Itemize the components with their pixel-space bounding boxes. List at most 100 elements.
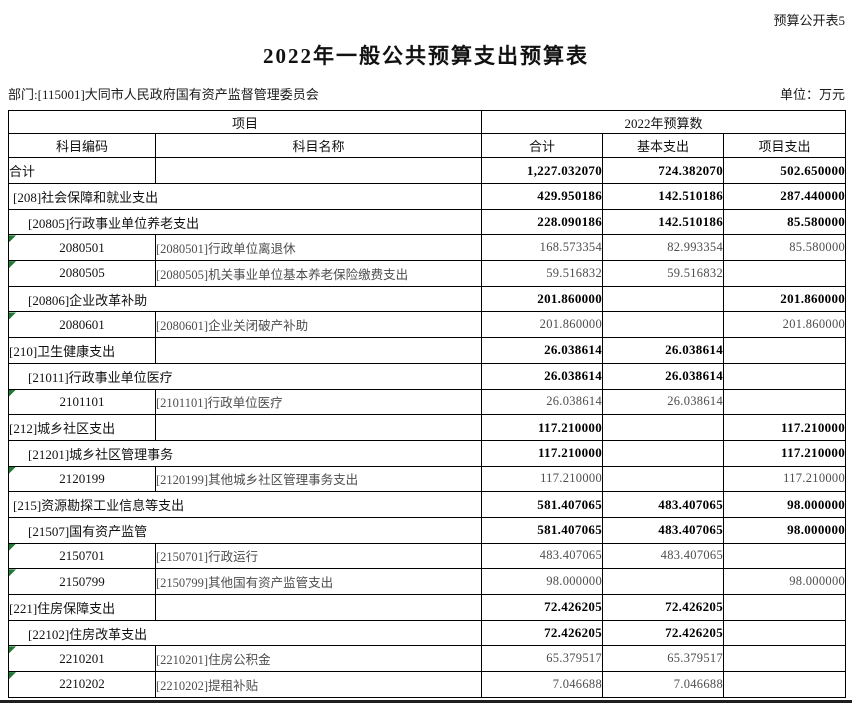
green-triangle-icon <box>9 261 16 269</box>
green-triangle-icon <box>9 312 16 320</box>
value-total-cell: 483.407065 <box>481 542 604 570</box>
value-project-cell: 201.860000 <box>723 285 847 313</box>
table-row: [20805]行政事业单位养老支出 228.090186 142.510186 85.… <box>7 208 847 236</box>
subject-name-cell: [2150701]行政运行 <box>154 542 483 570</box>
corner-sheet-label: 预算公开表5 <box>773 13 845 28</box>
value-project-cell <box>723 388 847 416</box>
value-total-cell: 98.000000 <box>481 568 604 595</box>
value-total-cell: 581.407065 <box>481 516 604 544</box>
value-project-cell <box>723 645 847 673</box>
value-basic-cell <box>602 414 725 441</box>
bottom-rule <box>0 700 852 703</box>
subject-name-empty-cell <box>154 414 483 441</box>
value-project-cell: 98.000000 <box>723 568 847 595</box>
value-basic-cell: 142.510186 <box>602 208 725 236</box>
value-basic-cell: 26.038614 <box>602 362 725 390</box>
subject-name-cell: [2080501]行政单位离退休 <box>154 234 483 262</box>
subject-code-cell: 2101101 <box>8 388 156 416</box>
subject-code-cell: 2210201 <box>8 645 156 673</box>
green-triangle-icon <box>9 466 16 474</box>
value-project-cell: 117.210000 <box>723 439 847 467</box>
value-basic-cell: 142.510186 <box>602 183 725 210</box>
value-project-cell <box>723 362 847 390</box>
table-row: 2210201 [2210201]住房公积金 65.379517 65.379517 <box>8 645 847 673</box>
green-triangle-icon <box>9 543 16 551</box>
table-row: 2210202 [2210202]提租补贴 7.046688 7.046688 <box>8 671 847 698</box>
table-row: [212]城乡社区支出 117.210000 117.210000 <box>8 414 847 441</box>
value-project-cell: 98.000000 <box>723 491 847 518</box>
value-project-cell: 85.580000 <box>723 208 847 236</box>
subject-name-cell: [21201]城乡社区管理事务 <box>7 439 483 467</box>
subject-name-cell: [21011]行政事业单位医疗 <box>7 362 483 390</box>
value-project-cell <box>723 542 847 570</box>
subject-name-cell: [2080505]机关事业单位基本养老保险缴费支出 <box>154 260 483 287</box>
value-basic-cell <box>602 465 725 493</box>
value-basic-cell: 483.407065 <box>602 516 725 544</box>
subject-name-empty-cell <box>154 157 483 184</box>
value-total-cell: 429.950186 <box>481 183 604 210</box>
value-total-cell: 228.090186 <box>481 208 604 236</box>
value-basic-cell: 7.046688 <box>602 671 725 698</box>
value-basic-cell: 72.426205 <box>602 619 725 647</box>
value-basic-cell: 59.516832 <box>602 260 725 287</box>
value-total-cell: 26.038614 <box>481 337 604 364</box>
subject-name-cell: [22102]住房改革支出 <box>7 619 483 647</box>
subject-code-cell: 2080505 <box>8 260 156 287</box>
unit-label: 单位：万元 <box>779 87 845 102</box>
table-row: [22102]住房改革支出 72.426205 72.426205 <box>7 619 847 647</box>
table-row: [20806]企业改革补助 201.860000 201.860000 <box>7 285 847 313</box>
value-total-cell: 1,227.032070 <box>481 157 604 184</box>
value-basic-cell <box>602 311 725 339</box>
value-basic-cell: 483.407065 <box>602 491 725 518</box>
value-project-cell <box>723 337 847 364</box>
header-group-budget: 2022年预算数 <box>481 110 847 134</box>
subject-code-cell: 2150701 <box>8 542 156 570</box>
value-project-cell: 287.440000 <box>723 183 847 210</box>
subject-name-cell: [2210201]住房公积金 <box>154 645 483 673</box>
value-total-cell: 581.407065 <box>481 491 604 518</box>
value-total-cell: 65.379517 <box>481 645 604 673</box>
subject-code-cell: 2120199 <box>8 465 156 493</box>
value-project-cell <box>723 594 847 621</box>
value-project-cell <box>723 671 847 698</box>
green-triangle-icon <box>9 389 16 397</box>
green-triangle-icon <box>9 569 16 577</box>
subject-name-cell: [20805]行政事业单位养老支出 <box>7 208 483 236</box>
value-total-cell: 117.210000 <box>481 414 604 441</box>
value-project-cell: 201.860000 <box>723 311 847 339</box>
subject-name-cell: [2080601]企业关闭破产补助 <box>154 311 483 339</box>
header-group-project: 项目 <box>7 110 483 134</box>
value-total-cell: 168.573354 <box>481 234 604 262</box>
value-project-cell <box>723 260 847 287</box>
table-row: 2080505 [2080505]机关事业单位基本养老保险缴费支出 59.51683… <box>8 260 847 287</box>
table-row: [215]资源勘探工业信息等支出 581.407065 483.407065 98.0… <box>7 491 847 518</box>
value-basic-cell <box>602 439 725 467</box>
value-basic-cell: 82.993354 <box>602 234 725 262</box>
value-project-cell: 502.650000 <box>723 157 847 184</box>
header-col-name: 科目名称 <box>154 133 483 158</box>
value-total-cell: 117.210000 <box>481 439 604 467</box>
header-col-total: 合计 <box>481 133 604 158</box>
value-basic-cell: 26.038614 <box>602 388 725 416</box>
header-col-code: 科目编码 <box>8 133 156 158</box>
subject-name-cell: [2120199]其他城乡社区管理事务支出 <box>154 465 483 493</box>
header-col-basic: 基本支出 <box>602 133 725 158</box>
budget-table-body: 合计 1,227.032070 724.382070 502.650000 [208]社… <box>7 157 847 698</box>
value-basic-cell: 72.426205 <box>602 594 725 621</box>
header-group-row: 项目 2022年预算数 <box>7 110 847 134</box>
header-col-project: 项目支出 <box>723 133 847 158</box>
meta-row: 部门:[115001]大同市人民政府国有资产监督管理委员会 单位：万元 <box>8 84 845 103</box>
subject-name-cell: [210]卫生健康支出 <box>8 337 156 364</box>
subject-name-empty-cell <box>154 594 483 621</box>
value-basic-cell: 65.379517 <box>602 645 725 673</box>
value-basic-cell: 483.407065 <box>602 542 725 570</box>
table-row: [221]住房保障支出 72.426205 72.426205 <box>8 594 847 621</box>
subject-code-cell: 2150799 <box>8 568 156 595</box>
table-row: [21507]国有资产监管 581.407065 483.407065 98.0000… <box>7 516 847 544</box>
subject-name-cell: [208]社会保障和就业支出 <box>7 183 483 210</box>
table-row: 2150701 [2150701]行政运行 483.407065 483.407065 <box>8 542 847 570</box>
value-total-cell: 26.038614 <box>481 362 604 390</box>
table-row: 2080601 [2080601]企业关闭破产补助 201.860000 201.86… <box>8 311 847 339</box>
subject-name-cell: [212]城乡社区支出 <box>8 414 156 441</box>
value-total-cell: 117.210000 <box>481 465 604 493</box>
